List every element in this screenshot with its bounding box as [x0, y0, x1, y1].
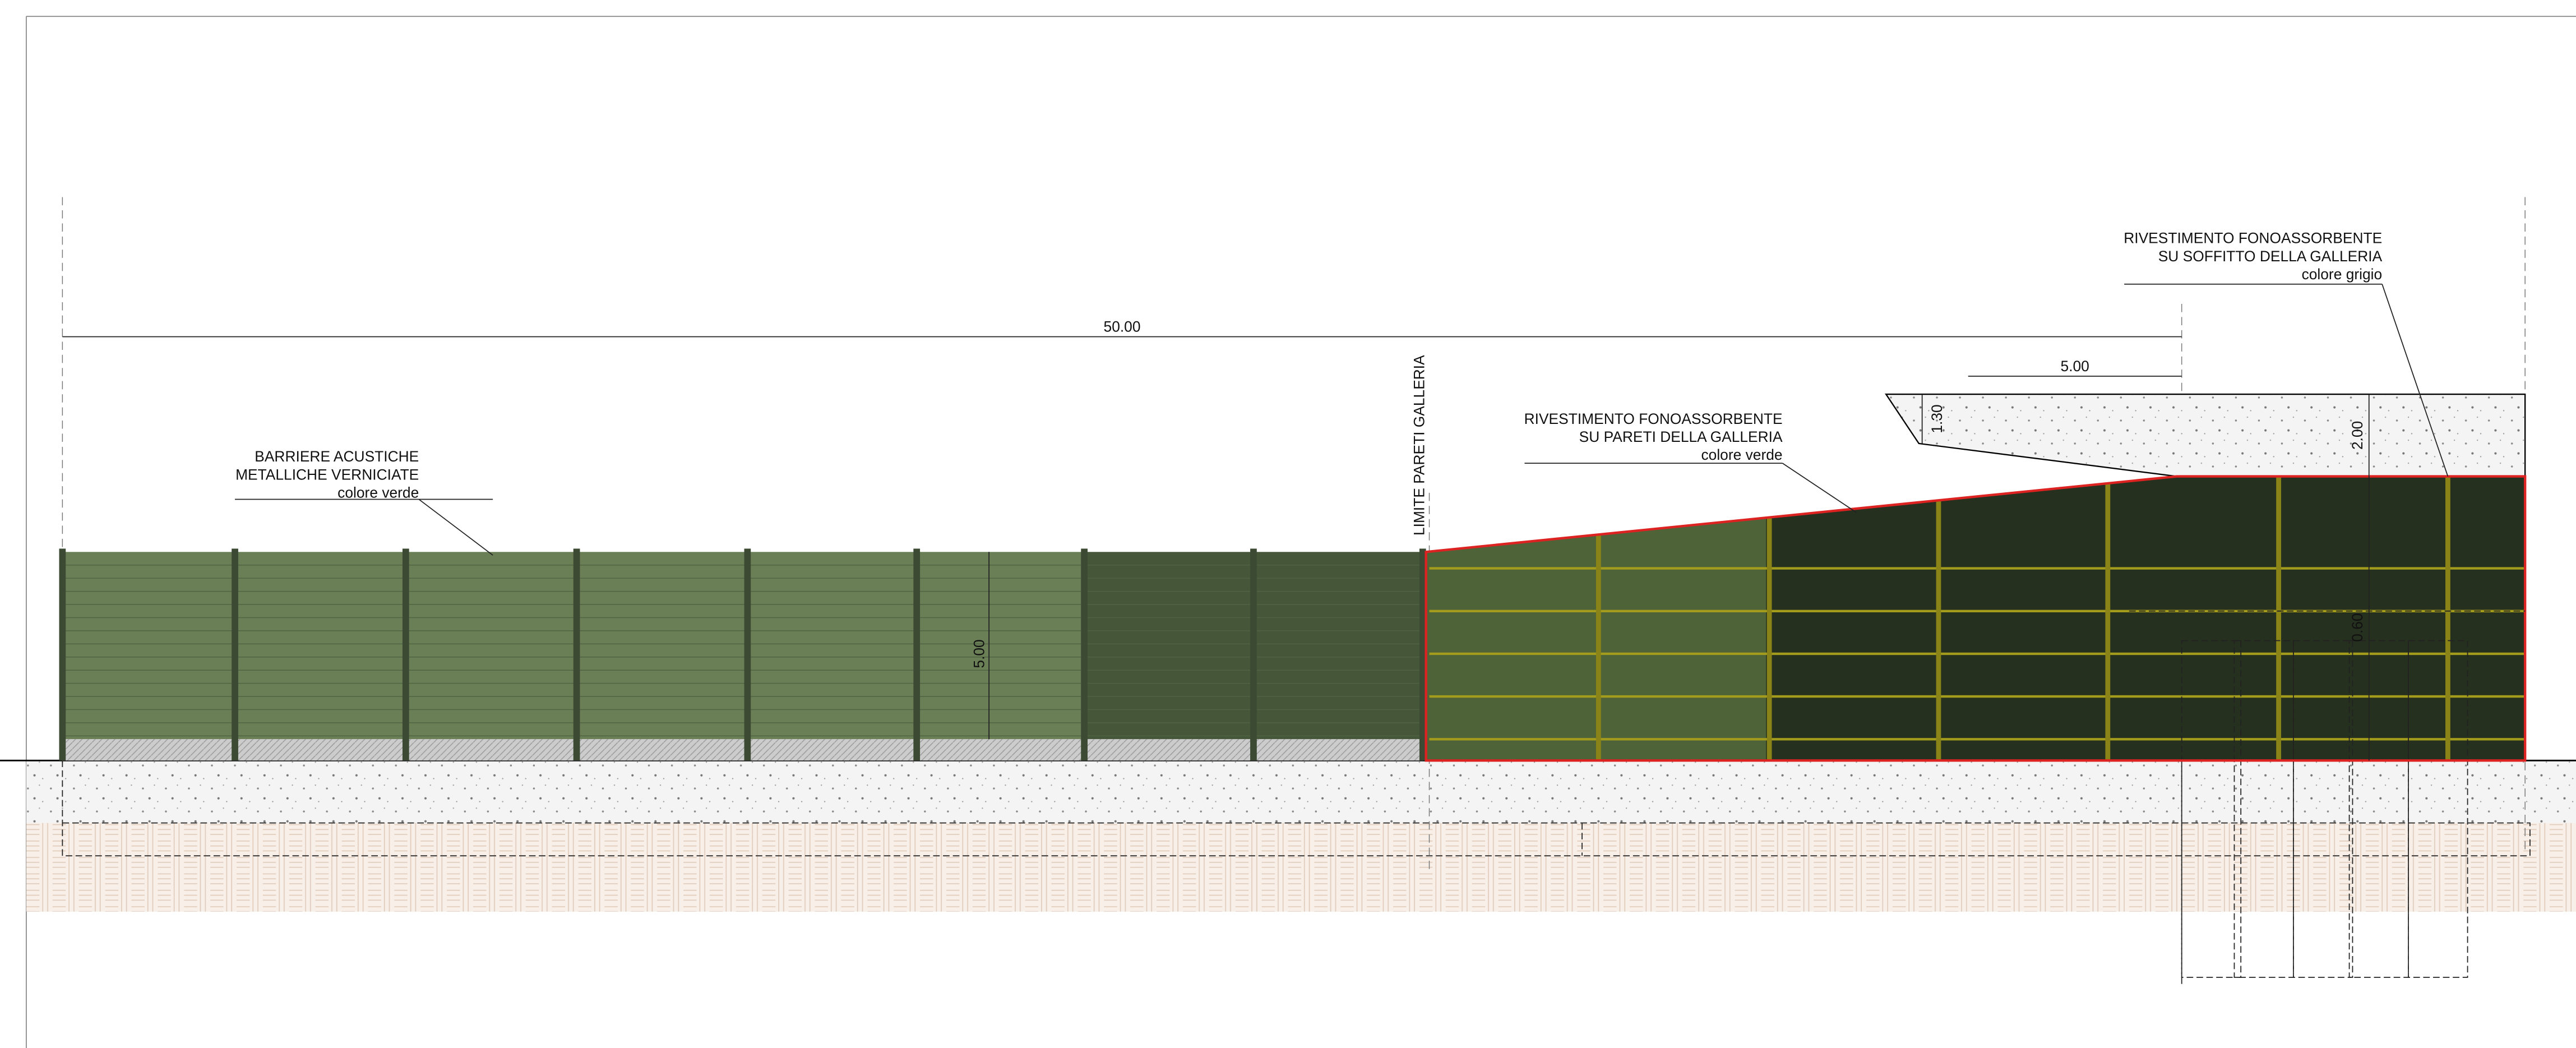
annotation-line: RIVESTIMENTO FONOASSORBENTE	[2124, 230, 2382, 247]
post	[574, 548, 580, 760]
panel	[917, 552, 1084, 739]
plinth	[1254, 739, 1423, 760]
annotation-line: colore verde	[337, 484, 419, 501]
boundary-label: LIMITE PARETI GALLERIA	[1411, 355, 1428, 535]
panel	[62, 552, 235, 739]
panel	[1254, 552, 1423, 739]
annotation-line: colore verde	[1701, 446, 1782, 463]
post	[403, 548, 409, 760]
annotation-line: SU SOFFITTO DELLA GALLERIA	[2158, 248, 2383, 265]
panel	[747, 552, 917, 739]
plinth	[235, 739, 406, 760]
plinth	[747, 739, 917, 760]
annotation-line: colore grigio	[2302, 266, 2383, 283]
post	[232, 548, 238, 760]
dimension: 5.00	[970, 639, 987, 668]
post	[1250, 548, 1257, 760]
annotation-line: METALLICHE VERNICIATE	[235, 466, 419, 483]
barrier	[59, 548, 1426, 760]
dimension: 50.00	[1104, 318, 1141, 335]
dimension: 1.30	[1928, 404, 1945, 433]
dimension: 0.60	[2349, 613, 2366, 641]
plinth	[406, 739, 577, 760]
drawing: 50.00 5.00 1.30 2.00 5.00 0.60 LIMITE PA…	[0, 0, 2576, 1048]
dimension: 5.00	[2061, 358, 2089, 375]
panel	[235, 552, 406, 739]
annotation-line: BARRIERE ACUSTICHE	[255, 448, 419, 465]
dimension: 2.00	[2349, 421, 2366, 450]
panel	[406, 552, 577, 739]
post	[744, 548, 751, 760]
plinth	[917, 739, 1084, 760]
plinth	[62, 739, 235, 760]
post	[913, 548, 920, 760]
post	[1081, 548, 1088, 760]
plinth	[577, 739, 748, 760]
post	[59, 548, 66, 760]
panel	[1084, 552, 1254, 739]
annotation-line: RIVESTIMENTO FONOASSORBENTE	[1524, 410, 1783, 427]
panel	[577, 552, 748, 739]
plinth	[1084, 739, 1254, 760]
annotation-line: SU PARETI DELLA GALLERIA	[1579, 428, 1783, 445]
